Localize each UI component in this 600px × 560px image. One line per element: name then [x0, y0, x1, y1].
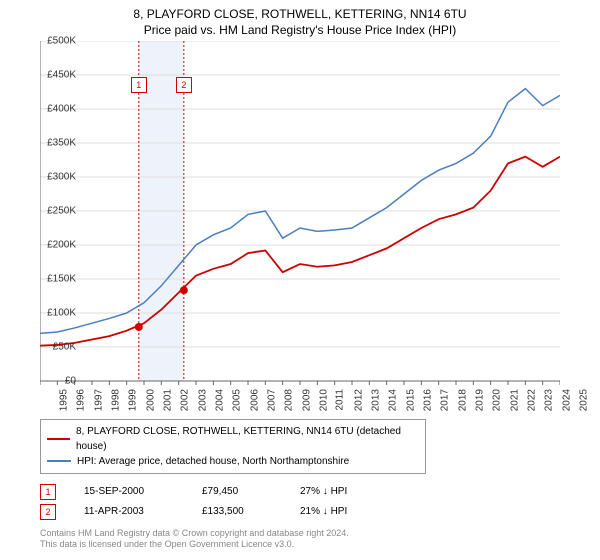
y-axis-label: £450K	[47, 69, 76, 80]
sale-marker-icon: 2	[40, 504, 56, 520]
x-axis-label: 1999	[128, 389, 139, 411]
y-axis-label: £300K	[47, 171, 76, 182]
x-axis-label: 1996	[76, 389, 87, 411]
x-axis-label: 2006	[249, 389, 260, 411]
x-axis-label: 2011	[335, 389, 346, 411]
footer-line: Contains HM Land Registry data © Crown c…	[40, 528, 600, 540]
chart-container: 8, PLAYFORD CLOSE, ROTHWELL, KETTERING, …	[0, 0, 600, 560]
sale-annotation-icon: 1	[131, 77, 147, 93]
y-axis-label: £50K	[53, 341, 76, 352]
x-axis-label: 1998	[110, 389, 121, 411]
x-axis-label: 2019	[474, 389, 485, 411]
footer-attribution: Contains HM Land Registry data © Crown c…	[40, 528, 600, 551]
y-axis-label: £100K	[47, 307, 76, 318]
legend-item: HPI: Average price, detached house, Nort…	[47, 454, 419, 469]
x-axis-label: 2017	[440, 389, 451, 411]
legend-label: HPI: Average price, detached house, Nort…	[77, 454, 349, 469]
line-chart-svg	[40, 41, 560, 411]
x-axis-label: 2015	[405, 389, 416, 411]
x-axis-label: 2025	[578, 389, 589, 411]
table-row: 2 11-APR-2003 £133,500 21% ↓ HPI	[40, 502, 600, 522]
x-axis-label: 2012	[353, 389, 364, 411]
table-row: 1 15-SEP-2000 £79,450 27% ↓ HPI	[40, 482, 600, 502]
x-axis-label: 2024	[561, 389, 572, 411]
legend-item: 8, PLAYFORD CLOSE, ROTHWELL, KETTERING, …	[47, 424, 419, 454]
x-axis-label: 1997	[93, 389, 104, 411]
x-axis-label: 2004	[214, 389, 225, 411]
y-axis-label: £250K	[47, 205, 76, 216]
legend-swatch-icon	[47, 460, 71, 462]
sale-delta: 21% ↓ HPI	[300, 506, 347, 517]
x-axis-label: 2001	[162, 389, 173, 411]
x-axis-label: 2003	[197, 389, 208, 411]
x-axis-label: 2022	[526, 389, 537, 411]
y-axis-label: £350K	[47, 137, 76, 148]
x-axis-label: 2010	[318, 389, 329, 411]
x-axis-label: 2014	[388, 389, 399, 411]
x-axis-label: 2000	[145, 389, 156, 411]
x-axis-label: 2021	[509, 389, 520, 411]
sales-table: 1 15-SEP-2000 £79,450 27% ↓ HPI 2 11-APR…	[40, 482, 600, 522]
page-subtitle: Price paid vs. HM Land Registry's House …	[0, 23, 600, 41]
x-axis-label: 2016	[422, 389, 433, 411]
x-axis-label: 2023	[544, 389, 555, 411]
x-axis-label: 1995	[58, 389, 69, 411]
y-axis-label: £150K	[47, 273, 76, 284]
x-axis-label: 2008	[284, 389, 295, 411]
x-axis-label: 2007	[266, 389, 277, 411]
chart-area: £0 £50K £100K £150K £200K £250K £300K £350K £400…	[40, 41, 600, 411]
x-axis-label: 2002	[180, 389, 191, 411]
x-axis-label: 2009	[301, 389, 312, 411]
x-axis-label: 2020	[492, 389, 503, 411]
legend-swatch-icon	[47, 438, 70, 440]
y-axis-label: £200K	[47, 239, 76, 250]
x-axis-label: 2018	[457, 389, 468, 411]
sale-price: £133,500	[202, 506, 272, 517]
sale-delta: 27% ↓ HPI	[300, 486, 347, 497]
sale-date: 15-SEP-2000	[84, 486, 174, 497]
y-axis-label: £500K	[47, 35, 76, 46]
legend: 8, PLAYFORD CLOSE, ROTHWELL, KETTERING, …	[40, 419, 426, 474]
footer-line: This data is licensed under the Open Gov…	[40, 539, 600, 551]
x-axis-label: 2005	[232, 389, 243, 411]
y-axis-label: £0	[65, 375, 76, 386]
sale-marker-icon: 1	[40, 484, 56, 500]
sale-price: £79,450	[202, 486, 272, 497]
sale-date: 11-APR-2003	[84, 506, 174, 517]
page-title: 8, PLAYFORD CLOSE, ROTHWELL, KETTERING, …	[0, 0, 600, 23]
y-axis-label: £400K	[47, 103, 76, 114]
sale-annotation-icon: 2	[176, 77, 192, 93]
legend-label: 8, PLAYFORD CLOSE, ROTHWELL, KETTERING, …	[76, 424, 419, 454]
x-axis-label: 2013	[370, 389, 381, 411]
